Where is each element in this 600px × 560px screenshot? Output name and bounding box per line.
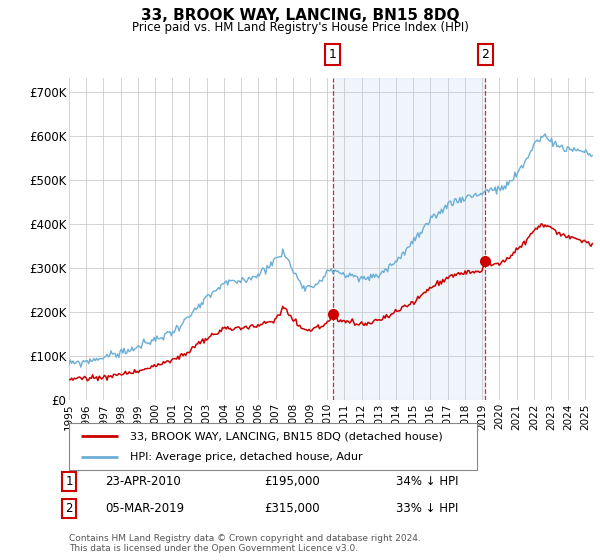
Text: 2: 2: [481, 48, 489, 61]
Text: 33, BROOK WAY, LANCING, BN15 8DQ: 33, BROOK WAY, LANCING, BN15 8DQ: [141, 8, 459, 24]
Text: 05-MAR-2019: 05-MAR-2019: [105, 502, 184, 515]
Text: Contains HM Land Registry data © Crown copyright and database right 2024.
This d: Contains HM Land Registry data © Crown c…: [69, 534, 421, 553]
Text: 1: 1: [65, 475, 73, 488]
Text: Price paid vs. HM Land Registry's House Price Index (HPI): Price paid vs. HM Land Registry's House …: [131, 21, 469, 34]
Text: 34% ↓ HPI: 34% ↓ HPI: [396, 475, 458, 488]
Bar: [333, 78, 485, 400]
Text: 1: 1: [329, 48, 337, 61]
Text: 33, BROOK WAY, LANCING, BN15 8DQ (detached house): 33, BROOK WAY, LANCING, BN15 8DQ (detach…: [130, 431, 443, 441]
Text: HPI: Average price, detached house, Adur: HPI: Average price, detached house, Adur: [130, 452, 363, 462]
Text: 23-APR-2010: 23-APR-2010: [105, 475, 181, 488]
Text: £195,000: £195,000: [264, 475, 320, 488]
Text: £315,000: £315,000: [264, 502, 320, 515]
Text: 2: 2: [65, 502, 73, 515]
Text: 33% ↓ HPI: 33% ↓ HPI: [396, 502, 458, 515]
